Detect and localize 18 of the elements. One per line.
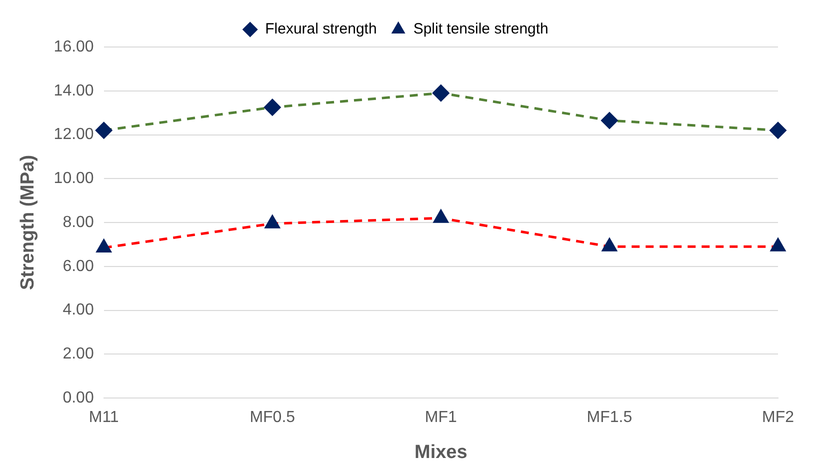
- x-tick-label: MF2: [762, 409, 794, 426]
- y-axis-title: Strength (MPa): [18, 154, 39, 290]
- legend-label: Flexural strength: [265, 20, 377, 38]
- y-tick-label: 0.00: [62, 389, 94, 406]
- y-tick-label: 10.00: [54, 170, 94, 188]
- x-tick-label: M11: [88, 409, 119, 426]
- y-tick-label: 12.00: [54, 126, 94, 144]
- y-tick-label: 16.00: [54, 38, 94, 56]
- x-tick-label: MF1: [424, 409, 458, 426]
- y-tick-label: 6.00: [62, 258, 94, 275]
- x-tick-label: MF0.5: [250, 409, 296, 426]
- y-tick-label: 14.00: [54, 82, 94, 100]
- legend-label: Split tensile strength: [413, 20, 548, 38]
- y-tick-label: 2.00: [62, 346, 94, 363]
- x-axis-title: Mixes: [414, 442, 468, 463]
- x-tick-label: MF1.5: [586, 409, 632, 426]
- y-tick-label: 4.00: [62, 302, 94, 319]
- y-tick-label: 8.00: [62, 214, 94, 231]
